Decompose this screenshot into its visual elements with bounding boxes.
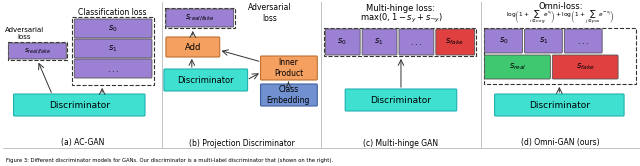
- Text: Adversarial
loss: Adversarial loss: [248, 3, 291, 23]
- Text: $s_{fake}$: $s_{fake}$: [445, 37, 464, 47]
- FancyBboxPatch shape: [564, 29, 602, 53]
- Text: (c) Multi-hinge GAN: (c) Multi-hinge GAN: [364, 138, 438, 148]
- FancyBboxPatch shape: [552, 55, 618, 79]
- Text: $\max(0,1-s_y+s_{\neg y})$: $\max(0,1-s_y+s_{\neg y})$: [360, 11, 442, 25]
- Text: $s_{real}$: $s_{real}$: [509, 62, 526, 72]
- Text: (a) AC-GAN: (a) AC-GAN: [61, 138, 104, 148]
- Text: $s_0$: $s_0$: [499, 36, 508, 46]
- Text: Inner
Product: Inner Product: [274, 58, 303, 78]
- Text: $...$: $...$: [410, 38, 422, 46]
- Bar: [165, 8, 235, 28]
- Text: $...$: $...$: [107, 65, 119, 74]
- FancyBboxPatch shape: [345, 89, 457, 111]
- Text: Classification loss: Classification loss: [78, 7, 147, 16]
- FancyBboxPatch shape: [524, 29, 563, 53]
- FancyBboxPatch shape: [8, 43, 67, 59]
- Text: $s_1$: $s_1$: [108, 44, 118, 54]
- Text: $s_{real/fake}$: $s_{real/fake}$: [185, 13, 214, 23]
- Text: $s_{real/fake}$: $s_{real/fake}$: [24, 46, 51, 56]
- Text: Discriminator: Discriminator: [371, 95, 431, 105]
- Text: $...$: $...$: [577, 37, 589, 45]
- Text: $s_1$: $s_1$: [374, 37, 384, 47]
- Text: $s_0$: $s_0$: [337, 37, 347, 47]
- FancyBboxPatch shape: [495, 94, 624, 116]
- FancyBboxPatch shape: [436, 29, 475, 55]
- Text: Multi-hinge loss:: Multi-hinge loss:: [367, 3, 435, 12]
- Text: Add: Add: [184, 42, 201, 51]
- FancyBboxPatch shape: [484, 55, 550, 79]
- Text: $s_0$: $s_0$: [108, 24, 118, 34]
- FancyBboxPatch shape: [166, 37, 220, 57]
- Text: Class
Embedding: Class Embedding: [267, 85, 310, 105]
- FancyBboxPatch shape: [325, 29, 360, 55]
- FancyBboxPatch shape: [74, 59, 152, 78]
- Text: $\log\!\left(1+\sum_{i\in neg}e^{s_i}\right)+\log\!\left(1+\sum_{j\in pos}e^{-s_: $\log\!\left(1+\sum_{i\in neg}e^{s_i}\ri…: [506, 8, 614, 26]
- Text: (d) Omni-GAN (ours): (d) Omni-GAN (ours): [521, 138, 600, 148]
- FancyBboxPatch shape: [362, 29, 397, 55]
- FancyBboxPatch shape: [484, 29, 522, 53]
- FancyBboxPatch shape: [399, 29, 434, 55]
- FancyBboxPatch shape: [260, 56, 317, 80]
- Bar: [72, 17, 154, 85]
- Text: Omni-loss:: Omni-loss:: [538, 1, 582, 10]
- FancyBboxPatch shape: [74, 39, 152, 58]
- Text: $s_1$: $s_1$: [539, 36, 548, 46]
- FancyBboxPatch shape: [74, 19, 152, 38]
- Text: Discriminator: Discriminator: [529, 100, 590, 110]
- Text: Discriminator: Discriminator: [177, 76, 234, 84]
- FancyBboxPatch shape: [260, 84, 317, 106]
- FancyBboxPatch shape: [166, 9, 234, 27]
- Bar: [484, 28, 636, 84]
- Text: Figure 3: Different discriminator models for GANs. Our discriminator is a multi-: Figure 3: Different discriminator models…: [6, 158, 333, 163]
- Text: (b) Projection Discriminator: (b) Projection Discriminator: [189, 138, 294, 148]
- FancyBboxPatch shape: [13, 94, 145, 116]
- Bar: [324, 28, 476, 56]
- FancyBboxPatch shape: [164, 69, 248, 91]
- Text: $s_{fake}$: $s_{fake}$: [576, 62, 595, 72]
- Bar: [8, 42, 67, 60]
- Text: Discriminator: Discriminator: [49, 100, 110, 110]
- Text: Adversarial
loss: Adversarial loss: [5, 27, 44, 40]
